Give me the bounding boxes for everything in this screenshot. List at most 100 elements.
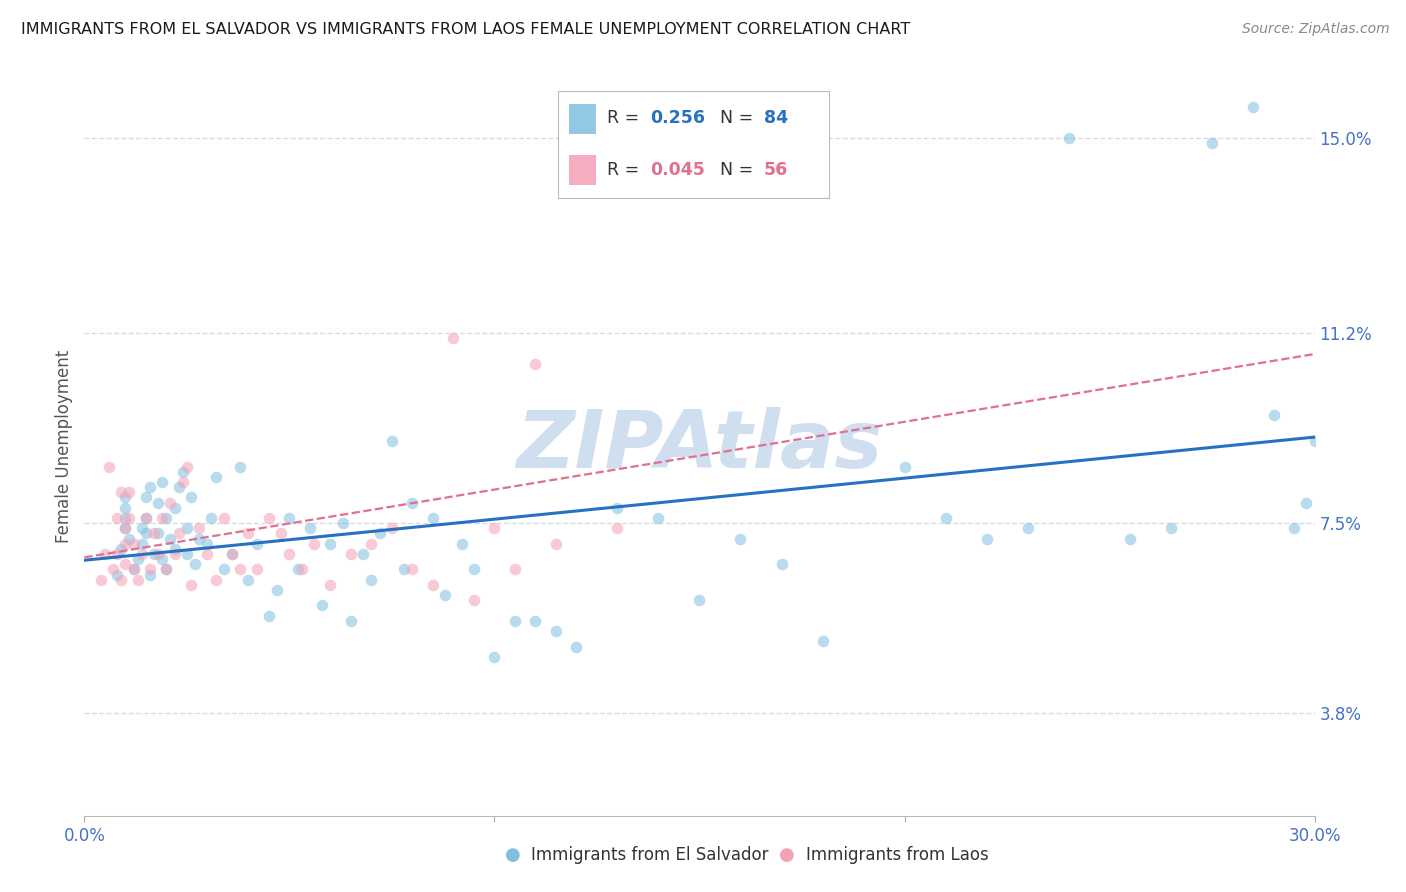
Point [1263,408,1285,422]
Point [176,521,198,535]
Point [730,532,752,546]
Point [150,511,173,525]
Point [114,491,136,505]
Point [110,541,132,556]
Point [544,624,567,639]
Point [114,558,136,572]
Point [422,578,444,592]
Point [118,532,141,546]
Point [122,562,145,576]
Point [332,516,354,530]
Point [212,562,235,576]
Point [1017,521,1039,535]
Point [287,562,309,576]
Point [143,526,166,541]
Point [200,511,222,525]
Point [204,573,226,587]
Point [340,547,363,561]
Point [278,511,301,525]
Point [524,614,547,628]
Point [503,562,526,576]
Point [167,480,190,494]
Point [155,562,177,576]
Point [114,521,136,535]
Point [246,537,269,551]
Point [155,562,177,576]
Point [180,491,202,505]
Point [135,511,157,525]
Point [110,485,132,500]
Text: ZIPAtlas: ZIPAtlas [516,407,883,485]
Point [176,459,198,474]
Point [1303,434,1326,448]
Point [101,562,124,576]
Point [163,500,186,515]
Point [450,537,472,551]
Point [105,547,128,561]
Point [229,562,252,576]
Point [291,562,314,576]
Point [163,547,186,561]
Point [163,541,186,556]
Point [98,459,120,474]
Point [524,357,547,371]
Point [319,578,342,592]
Point [893,459,915,474]
Text: IMMIGRANTS FROM EL SALVADOR VS IMMIGRANTS FROM LAOS FEMALE UNEMPLOYMENT CORRELAT: IMMIGRANTS FROM EL SALVADOR VS IMMIGRANT… [21,22,910,37]
Point [197,537,219,551]
Point [544,537,567,551]
Point [381,521,404,535]
Point [188,521,211,535]
Point [976,532,998,546]
Point [150,475,173,489]
Point [221,547,243,561]
Point [105,567,128,582]
Point [257,608,280,623]
Point [90,573,112,587]
Point [114,511,136,525]
Point [1241,100,1264,114]
Point [135,511,157,525]
Point [204,470,226,484]
Point [302,537,325,551]
Point [148,495,170,509]
Point [401,562,423,576]
Point [135,491,157,505]
Point [606,521,628,535]
Point [463,562,485,576]
Point [340,614,363,628]
Point [131,521,153,535]
Point [94,547,117,561]
Point [503,614,526,628]
Point [1057,130,1080,145]
Point [150,552,173,566]
Point [122,537,145,551]
Point [184,558,207,572]
Point [257,511,280,525]
Text: ●: ● [779,846,796,863]
Point [565,136,588,150]
Point [1282,521,1305,535]
Point [131,547,153,561]
Point [148,526,170,541]
Text: Immigrants from El Salvador: Immigrants from El Salvador [531,846,769,863]
Point [176,547,198,561]
Point [159,495,181,509]
Point [127,573,149,587]
Point [118,485,141,500]
Point [770,558,793,572]
Point [159,532,181,546]
Point [238,573,260,587]
Point [352,547,374,561]
Y-axis label: Female Unemployment: Female Unemployment [55,350,73,542]
Point [394,562,416,576]
Point [811,634,834,648]
Point [143,547,166,561]
Point [148,547,170,561]
Point [105,511,128,525]
Point [360,537,382,551]
Point [565,640,588,654]
Point [114,500,136,515]
Point [172,475,194,489]
Point [118,511,141,525]
